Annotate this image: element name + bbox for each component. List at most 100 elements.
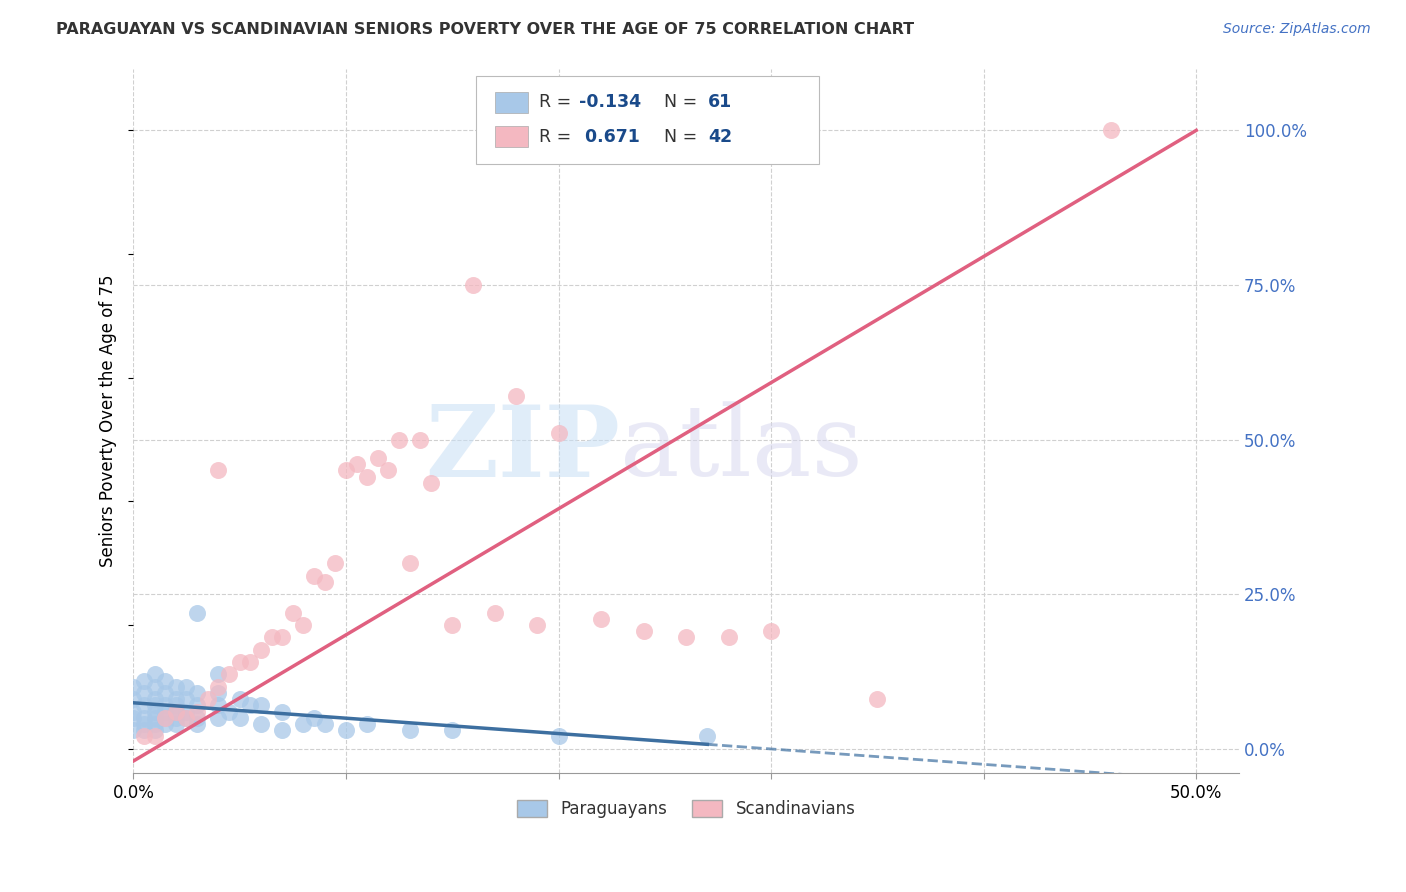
Point xyxy=(633,624,655,639)
Point xyxy=(441,618,464,632)
Text: ZIP: ZIP xyxy=(425,401,620,498)
Point xyxy=(143,729,166,743)
Text: R =: R = xyxy=(538,94,576,112)
Point xyxy=(398,723,420,738)
Point xyxy=(165,680,187,694)
Point xyxy=(218,705,240,719)
Point xyxy=(250,642,273,657)
Text: 0.671: 0.671 xyxy=(579,128,640,146)
Text: atlas: atlas xyxy=(620,401,862,497)
Point xyxy=(271,705,294,719)
Point xyxy=(589,612,612,626)
Point xyxy=(463,277,485,292)
Point xyxy=(207,667,229,681)
Point xyxy=(866,692,889,706)
Point xyxy=(132,711,155,725)
Point xyxy=(132,723,155,738)
Point xyxy=(292,717,315,731)
Point xyxy=(207,680,229,694)
Point xyxy=(155,698,177,713)
Point xyxy=(186,711,208,725)
Point xyxy=(314,574,336,589)
Point xyxy=(122,711,145,725)
Point xyxy=(186,606,208,620)
Point xyxy=(155,686,177,700)
FancyBboxPatch shape xyxy=(477,76,818,164)
Point xyxy=(484,606,506,620)
Point xyxy=(323,556,346,570)
Point xyxy=(132,717,155,731)
Point xyxy=(696,729,718,743)
Point xyxy=(281,606,304,620)
Point xyxy=(505,389,527,403)
Point xyxy=(176,711,198,725)
Point xyxy=(717,631,740,645)
Point xyxy=(143,705,166,719)
Point xyxy=(207,463,229,477)
Point xyxy=(314,717,336,731)
Point xyxy=(165,692,187,706)
Point xyxy=(186,705,208,719)
Point xyxy=(197,692,219,706)
Text: PARAGUAYAN VS SCANDINAVIAN SENIORS POVERTY OVER THE AGE OF 75 CORRELATION CHART: PARAGUAYAN VS SCANDINAVIAN SENIORS POVER… xyxy=(56,22,914,37)
Point xyxy=(155,711,177,725)
Point xyxy=(335,723,357,738)
Point xyxy=(143,723,166,738)
Point xyxy=(132,673,155,688)
Point xyxy=(132,686,155,700)
Point xyxy=(292,618,315,632)
Point xyxy=(228,711,250,725)
Point xyxy=(367,451,389,466)
Point xyxy=(250,717,273,731)
Point xyxy=(228,655,250,669)
Point xyxy=(228,692,250,706)
Point xyxy=(420,475,443,490)
Point xyxy=(143,667,166,681)
Point xyxy=(302,568,325,582)
Point xyxy=(271,723,294,738)
Point xyxy=(176,711,198,725)
Point xyxy=(260,631,283,645)
Point xyxy=(250,698,273,713)
Point xyxy=(239,655,262,669)
FancyBboxPatch shape xyxy=(495,127,529,147)
Point xyxy=(143,717,166,731)
Point xyxy=(165,705,187,719)
Point xyxy=(155,711,177,725)
Point xyxy=(143,692,166,706)
Point xyxy=(155,717,177,731)
Point xyxy=(547,426,569,441)
Point xyxy=(122,723,145,738)
Point xyxy=(377,463,399,477)
Point xyxy=(165,698,187,713)
Point xyxy=(218,667,240,681)
Y-axis label: Seniors Poverty Over the Age of 75: Seniors Poverty Over the Age of 75 xyxy=(100,275,117,567)
Point xyxy=(207,686,229,700)
Point xyxy=(155,705,177,719)
Point xyxy=(1099,123,1122,137)
Point xyxy=(675,631,697,645)
Point xyxy=(176,692,198,706)
Point xyxy=(176,705,198,719)
Point xyxy=(186,698,208,713)
Point xyxy=(165,711,187,725)
Point xyxy=(122,705,145,719)
Point xyxy=(122,680,145,694)
Point xyxy=(176,680,198,694)
Point xyxy=(143,711,166,725)
Point xyxy=(302,711,325,725)
FancyBboxPatch shape xyxy=(495,92,529,113)
Point xyxy=(132,698,155,713)
Point xyxy=(165,705,187,719)
Point xyxy=(409,433,432,447)
Point xyxy=(526,618,548,632)
Point xyxy=(207,711,229,725)
Point xyxy=(547,729,569,743)
Point xyxy=(143,680,166,694)
Text: R =: R = xyxy=(538,128,576,146)
Text: 42: 42 xyxy=(709,128,733,146)
Point xyxy=(186,717,208,731)
Point xyxy=(346,457,368,471)
Text: -0.134: -0.134 xyxy=(579,94,641,112)
Point xyxy=(186,686,208,700)
